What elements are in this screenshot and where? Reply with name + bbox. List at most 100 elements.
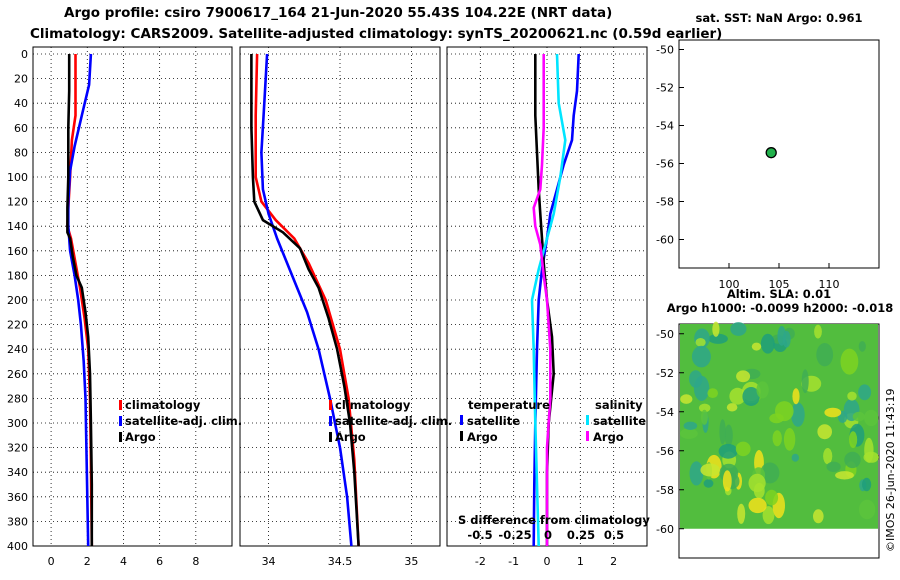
sla-heatmap-cell [864,437,874,463]
depth-tick-label: 60 [14,122,28,135]
depth-tick-label: 40 [14,97,28,110]
sal-series-argo [250,54,360,547]
diff-legend-swatch [460,431,463,441]
sla-heatmap-cell [813,509,824,524]
temp-legend-label: Argo [125,430,156,444]
sst-map-frame [678,39,880,269]
temp-series-argo [66,54,94,546]
sal-xtick-label: 34.5 [328,555,353,568]
sla-heatmap-cell [707,388,718,398]
depth-tick-label: 360 [7,491,28,504]
diff-legend-label: Argo [593,430,624,444]
depth-tick-label: 320 [7,442,28,455]
sla-map-ytick-label: -50 [656,328,674,341]
depth-tick-label: 380 [7,515,28,528]
sla-heatmap-cell [816,343,834,367]
sla-heatmap-cell [826,461,841,472]
sst-map-ytick-label: -58 [656,196,674,209]
diff-series-salinity-satellite [530,53,567,547]
temp-series-satellite-adj-clim- [67,53,93,547]
diff-xtick-label: -2 [475,555,486,568]
depth-tick-label: 260 [7,368,28,381]
depth-tick-label: 160 [7,245,28,258]
sla-heatmap-cell [862,477,872,492]
diff-secondary-tick-label: -0.25 [498,528,531,542]
depth-tick-label: 300 [7,417,28,430]
sla-heatmap-cell [783,428,796,451]
sla-heatmap-cell [852,411,865,422]
sla-heatmap-cell [817,424,832,440]
sla-heatmap-cell [844,451,861,469]
depth-tick-label: 20 [14,73,28,86]
sla-heatmap-cell [680,428,698,439]
temp-legend-swatch [119,400,122,410]
sla-heatmap-cell [726,403,738,412]
sla-heatmap-cell [699,403,711,413]
temp-xtick-label: 0 [48,555,55,568]
sla-heatmap-cell [772,430,782,447]
depth-tick-label: 80 [14,146,28,159]
sla-heatmap-cell [748,497,767,514]
sla-heatmap-cell [736,370,751,383]
temp-legend-label: climatology [125,398,201,412]
sal-legend-swatch [329,432,332,442]
diff-secondary-tick-label: 0 [544,528,552,542]
depth-tick-label: 0 [21,48,28,61]
sla-heatmap-cell [864,409,879,427]
temp-xtick-label: 4 [120,555,127,568]
depth-tick-label: 220 [7,319,28,332]
sla-heatmap-cell [824,407,842,418]
sla-heatmap-cell [792,388,800,405]
diff-legend-swatch [586,415,589,425]
depth-tick-label: 180 [7,269,28,282]
sst-map-ytick-label: -52 [656,82,674,95]
sla-heatmap-cell [683,421,698,430]
depth-tick-label: 340 [7,466,28,479]
sla-heatmap-cell [760,462,780,484]
sla-map-ytick-label: -52 [656,367,674,380]
sla-heatmap-cell [847,391,857,401]
sla-heatmap-cell [680,394,693,404]
temp-legend-swatch [119,416,122,426]
depth-tick-label: 200 [7,294,28,307]
diff-secondary-axis-label: S difference from climatology [458,513,650,527]
depth-tick-label: 140 [7,220,28,233]
sla-heatmap-cell [748,473,766,493]
diff-legend-label: satellite [467,414,520,428]
sla-map-ytick-label: -58 [656,484,674,497]
depth-tick-label: 400 [7,540,28,553]
sst-map-xtick-label: 105 [769,278,790,291]
sla-heatmap-cell [823,448,833,465]
sst-map-xtick-label: 100 [719,278,740,291]
sla-heatmap-cell [700,463,720,477]
sal-legend-label: Argo [335,430,366,444]
sla-heatmap-cell [858,499,876,520]
depth-tick-label: 120 [7,196,28,209]
diff-xtick-label: 0 [544,555,551,568]
sla-heatmap-cell [712,321,720,337]
diff-legend-salinity-title: salinity [595,398,643,412]
sla-title-2: Argo h1000: -0.0099 h2000: -0.018 [666,301,894,315]
sal-legend-swatch [329,416,332,426]
sla-heatmap-cell [700,409,708,425]
temp-frame [32,46,233,547]
depth-tick-label: 240 [7,343,28,356]
sal-legend-label: satellite-adj. clim. [335,414,452,428]
diff-xtick-label: -1 [508,555,519,568]
sst-map-xtick-label: 110 [819,278,840,291]
sla-heatmap-cell [756,381,769,399]
diff-secondary-tick-label: 0.25 [567,528,595,542]
depth-tick-label: 100 [7,171,28,184]
sla-heatmap-cell [724,424,733,447]
sla-heatmap-cell [718,443,738,459]
sla-heatmap-cell [760,333,775,354]
sla-heatmap-cell [730,322,747,336]
sal-legend-label: climatology [335,398,411,412]
title-line-1: Argo profile: csiro 7900617_164 21-Jun-2… [64,5,613,21]
title-line-2: Climatology: CARS2009. Satellite-adjuste… [30,26,723,42]
sla-heatmap-cell [791,402,805,427]
sal-xtick-label: 35 [404,555,418,568]
temp-xtick-label: 2 [84,555,91,568]
argo-location-marker [765,147,777,159]
